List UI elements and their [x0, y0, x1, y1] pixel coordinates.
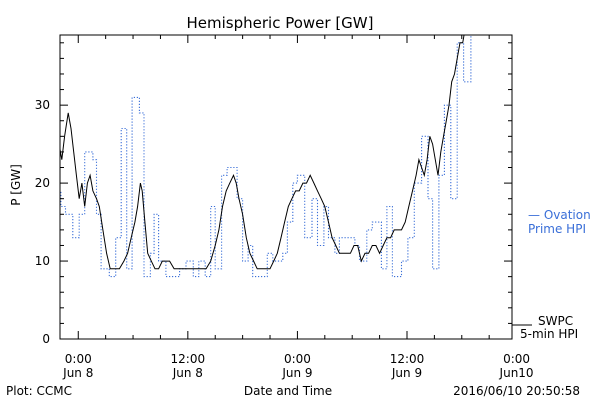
y-tick-label: 20	[35, 176, 50, 190]
legend-swpc-line1: SWPC	[538, 314, 573, 328]
x-tick-label-date: Jun 8	[172, 366, 203, 380]
y-tick-label: 0	[42, 332, 50, 346]
x-tick-label-date: Jun 9	[391, 366, 422, 380]
plot-frame	[59, 34, 513, 340]
plot-area	[60, 35, 472, 278]
x-tick-label-date: Jun 9	[281, 366, 312, 380]
legend-swpc-line2: 5-min HPI	[520, 327, 578, 341]
x-tick-label-time: 0:00	[503, 352, 530, 366]
series-ovation-line	[60, 35, 472, 278]
x-tick-label-time: 0:00	[65, 352, 92, 366]
legend-ovation-line2: Prime HPI	[528, 222, 586, 236]
x-tick-label-time: 12:00	[390, 352, 425, 366]
chart-title: Hemispheric Power [GW]	[187, 14, 374, 32]
x-tick-label-time: 12:00	[171, 352, 206, 366]
footer-source: Plot: CCMC	[6, 384, 72, 398]
x-tick-label-date: Jun 8	[62, 366, 93, 380]
footer-timestamp: 2016/06/10 20:50:58	[453, 384, 580, 398]
y-tick-label: 30	[35, 98, 50, 112]
y-tick-label: 10	[35, 254, 50, 268]
y-axis-label: P [GW]	[9, 164, 23, 206]
legend-ovation-line1: — Ovation	[528, 208, 591, 222]
series-swpc-line	[60, 35, 465, 270]
x-axis-label: Date and Time	[244, 384, 332, 398]
x-tick-label-date: Jun10	[499, 366, 534, 380]
y-axis: 0 10 20 30	[35, 42, 512, 346]
x-tick-label-time: 0:00	[284, 352, 311, 366]
